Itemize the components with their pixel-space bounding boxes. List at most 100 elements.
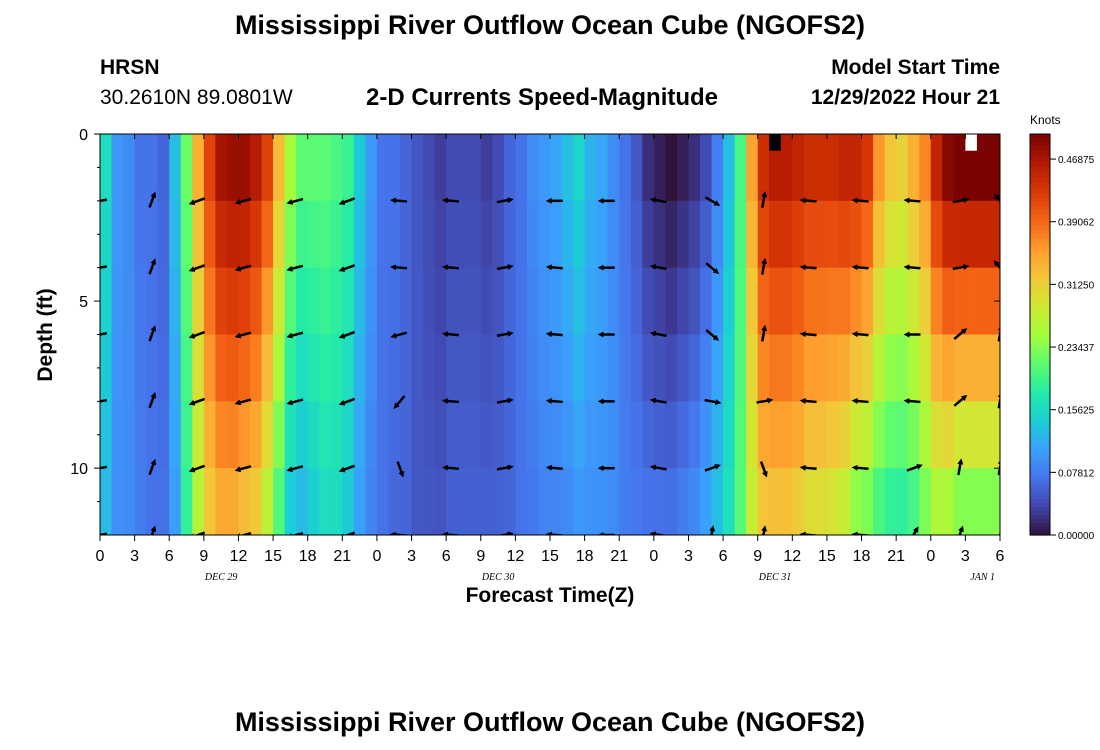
heatmap-cell — [365, 334, 378, 402]
heatmap-cell — [204, 535, 216, 602]
heatmap-cell — [884, 134, 897, 202]
heatmap-cell — [469, 334, 482, 402]
heatmap-cell — [446, 468, 459, 535]
heatmap-cell — [411, 134, 424, 202]
colorbar-swatch — [1030, 466, 1050, 472]
heatmap-cell — [446, 134, 459, 202]
current-vector-arrow — [649, 464, 667, 471]
current-vector-arrow — [545, 397, 563, 404]
colorbar-swatch — [1030, 422, 1050, 428]
heatmap-cell — [861, 134, 874, 202]
heatmap-cell — [226, 134, 240, 202]
heatmap-cell — [642, 200, 655, 269]
heatmap-cell — [688, 200, 701, 269]
heatmap-cell — [688, 401, 701, 469]
heatmap-cell — [192, 200, 205, 269]
heatmap-cell — [826, 334, 840, 402]
colorbar-swatch — [1030, 138, 1050, 143]
heatmap-cell — [561, 468, 574, 535]
heatmap-cell — [861, 200, 874, 269]
heatmap-cell — [700, 134, 713, 202]
heatmap-cell — [434, 267, 447, 336]
heatmap-cell — [296, 334, 309, 402]
current-vector-arrow — [709, 525, 716, 535]
colorbar-swatch — [1030, 186, 1050, 191]
heatmap-cell — [411, 468, 424, 535]
colorbar-swatch — [1030, 354, 1050, 360]
heatmap-cell — [919, 267, 932, 336]
heatmap-cell — [792, 401, 805, 469]
heatmap-cell — [203, 134, 216, 202]
colorbar-swatch — [1030, 434, 1050, 440]
heatmap-cell — [746, 334, 759, 402]
heatmap-cell — [100, 468, 113, 535]
heatmap-cell — [215, 401, 228, 469]
current-vector-arrow — [188, 464, 206, 473]
heatmap-cell — [896, 535, 908, 602]
heatmap-cell — [480, 468, 493, 535]
heatmap-cell — [907, 267, 920, 336]
heatmap-cell — [238, 200, 251, 269]
heatmap-cell — [642, 334, 655, 402]
x-tick-label: 12 — [506, 548, 524, 565]
heatmap-cell — [296, 468, 309, 535]
heatmap-cell — [238, 468, 251, 535]
heatmap-cell — [827, 535, 839, 602]
heatmap-cell — [226, 401, 240, 469]
footer-title: Mississippi River Outflow Ocean Cube (NG… — [234, 707, 866, 737]
heatmap-cell — [365, 200, 378, 269]
colorbar-swatch — [1030, 266, 1050, 271]
current-vector-arrow — [704, 463, 721, 472]
heatmap-cell — [238, 134, 251, 202]
heatmap-cell — [977, 535, 989, 602]
heatmap-cell — [238, 401, 251, 469]
heatmap-cell — [561, 334, 574, 402]
heatmap-cell — [203, 267, 216, 336]
current-vector-arrow — [188, 397, 206, 406]
current-vector-arrow — [188, 197, 206, 206]
heatmap-cell — [780, 468, 793, 535]
heatmap-cell — [400, 200, 413, 269]
heatmap-cell — [988, 334, 1000, 402]
current-vector-arrow — [851, 464, 869, 471]
heatmap-cell — [480, 334, 493, 402]
heatmap-cell — [723, 200, 736, 269]
current-vector-arrow — [100, 265, 108, 269]
heatmap-cell — [515, 200, 528, 269]
heatmap-cell — [838, 134, 851, 202]
heatmap-cell — [746, 401, 759, 469]
colorbar-swatch — [1030, 298, 1050, 304]
x-tick-label: 21 — [610, 548, 628, 565]
current-vector-arrow — [705, 262, 720, 275]
colorbar-units: Knots — [1030, 113, 1061, 127]
heatmap-cell — [930, 267, 943, 336]
heatmap-cell — [158, 535, 170, 602]
heatmap-cell — [342, 535, 354, 602]
heatmap-cell — [826, 134, 840, 202]
heatmap-cell — [653, 200, 666, 269]
colorbar-swatch — [1030, 490, 1050, 496]
heatmap-cell — [700, 200, 713, 269]
heatmap-cell — [423, 134, 436, 202]
current-vector-arrow — [903, 264, 921, 271]
heatmap-cell — [676, 401, 690, 469]
heatmap-cell — [423, 401, 436, 469]
heatmap-cell — [538, 401, 551, 469]
heatmap-cell — [965, 535, 977, 602]
heatmap-cell — [365, 267, 378, 336]
colorbar-swatch — [1030, 142, 1050, 147]
heatmap-cell — [434, 401, 447, 469]
heatmap-cell — [838, 334, 851, 402]
heatmap-cell — [319, 334, 332, 402]
heatmap-cell — [861, 468, 874, 535]
x-tick-label: 12 — [783, 548, 801, 565]
colorbar-swatch — [1030, 370, 1050, 376]
heatmap-cell — [896, 267, 909, 336]
current-vector-arrow — [286, 531, 304, 535]
heatmap-cell — [146, 468, 159, 535]
heatmap-cell — [215, 535, 227, 602]
model-start-value: 12/29/2022 Hour 21 — [810, 86, 1000, 109]
heatmap-cell — [296, 267, 309, 336]
heatmap-cell — [561, 134, 574, 202]
heatmap-cell — [976, 267, 990, 336]
